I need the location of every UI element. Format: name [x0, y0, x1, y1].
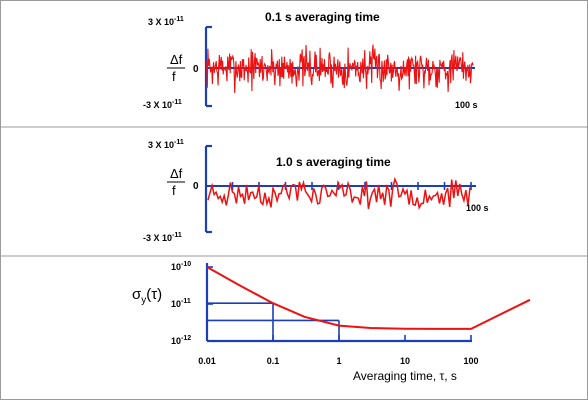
panel2-ylabel-den: f	[172, 183, 176, 198]
panel1-y-bottom-exp: -11	[172, 99, 182, 106]
panel-allan: σy(τ) 10-10 10-11 10-12 0.01 0.1 1 10 100 Aver…	[132, 261, 531, 383]
panel2-ylabel-num: Δf	[170, 166, 183, 181]
panel2-y-bottom-exp: -11	[172, 232, 182, 239]
panel3-ylabel-sigma: σ	[132, 286, 142, 303]
panel3-curve	[206, 266, 531, 330]
panel3-y-tick-label: 10-11	[171, 298, 191, 309]
panel1-y-bottom-base: -3 X 10	[143, 100, 172, 110]
panel1-y-bottom-label: -3 X 10-11	[143, 99, 182, 110]
panel2-y-bottom-label: -3 X 10-11	[143, 232, 182, 243]
panel3-y-tick-label: 10-10	[171, 261, 191, 272]
panel2-trace	[207, 176, 471, 210]
panel1-y-zero-label: 0	[193, 64, 199, 75]
panel2-x-end-label: 100 s	[466, 203, 489, 213]
panel2-y-top-label: 3 X 10-11	[148, 139, 184, 150]
panel2-y-bottom-base: -3 X 10	[143, 233, 172, 243]
panel1-trace	[205, 44, 474, 93]
panel3-x-tick-label: 1	[336, 356, 341, 366]
panel1-ylabel-num: Δf	[170, 52, 183, 67]
panel1-ylabel-den: f	[172, 69, 176, 84]
panel2-x-ticks	[205, 182, 472, 190]
panel3-ylabel-sub: y	[141, 295, 146, 306]
panel3-axes	[205, 263, 472, 343]
panel3-ylabel: σy(τ)	[132, 286, 162, 306]
panel3-x-tick-label: 10	[400, 356, 410, 366]
panel3-x-tick-label: 0.1	[267, 356, 280, 366]
panel3-x-tick-labels: 0.01 0.1 1 10 100	[198, 356, 478, 366]
panel3-xlabel: Averaging time, τ, s	[353, 369, 457, 383]
panel-1p0s: 3 X 10-11 -3 X 10-11 Δf f 0 1.0 s averag…	[143, 139, 489, 243]
panel1-y-top-base: 3 X 10	[148, 17, 174, 27]
panel1-y-axis	[204, 25, 212, 108]
panel3-x-tick-label: 100	[463, 356, 478, 366]
panel2-title: 1.0 s averaging time	[276, 155, 391, 169]
panel1-title: 0.1 s averaging time	[265, 10, 380, 24]
panel2-y-zero-label: 0	[193, 181, 199, 192]
panel3-ylabel-arg: (τ)	[146, 286, 162, 303]
panel3-y-tick-labels: 10-10 10-11 10-12	[171, 261, 191, 346]
panel1-x-end-label: 100 s	[455, 100, 478, 110]
panel1-y-top-exp: -11	[174, 16, 184, 23]
panel3-y-tick-label: 10-12	[171, 335, 191, 346]
panel-0p1s: 0.1 s averaging time 3 X 10-11 -3 X 10-1…	[143, 10, 478, 110]
panel3-x-tick-label: 0.01	[198, 356, 216, 366]
panel2-y-top-exp: -11	[174, 139, 184, 146]
panel1-y-top-label: 3 X 10-11	[148, 16, 184, 27]
panel2-y-top-base: 3 X 10	[148, 140, 174, 150]
